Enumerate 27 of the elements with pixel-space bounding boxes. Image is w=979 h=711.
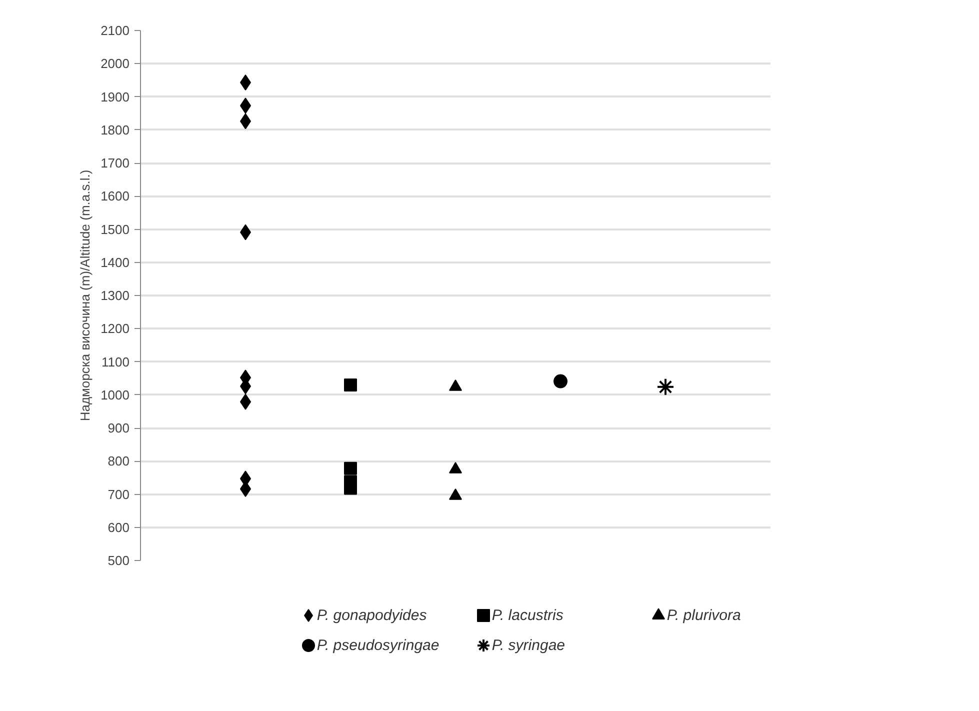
y-tick-label: 2000 [100, 56, 130, 72]
y-tick-label: 1600 [100, 188, 130, 204]
point [554, 374, 568, 388]
y-tick-label: 1700 [100, 156, 130, 170]
legend-label: P. syringae [492, 637, 566, 654]
y-tick-label: 600 [108, 520, 130, 535]
y-tick-label: 500 [108, 553, 130, 568]
legend-label: P. lacustris [492, 607, 564, 624]
y-tick-label: 800 [108, 454, 130, 469]
y-tick-label: 1000 [100, 387, 130, 402]
y-tick-label: 900 [108, 420, 130, 436]
legend-label: P. plurivora [666, 607, 741, 624]
y-tick-label: 700 [108, 486, 130, 502]
y-tick-label: 1400 [100, 254, 130, 270]
y-tick-label: 1800 [100, 122, 130, 138]
y-tick-label: 1300 [100, 288, 130, 303]
y-tick-label: 1900 [100, 89, 130, 104]
y-axis-title: Надморска височина (m)/Altitude (m.a.s.l.) [78, 170, 93, 422]
point [344, 462, 357, 475]
y-tick-label: 1100 [102, 354, 130, 370]
y-tick-label: 1500 [100, 222, 130, 237]
legend-label: P. pseudosyringae [316, 637, 440, 654]
y-tick-label: 2100 [100, 23, 130, 38]
y-tick-label: 1200 [100, 321, 130, 336]
point [344, 378, 357, 392]
legend-label: P. gonapodyides [316, 607, 428, 624]
point [656, 378, 674, 396]
